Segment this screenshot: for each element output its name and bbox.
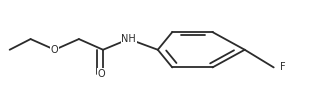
- Text: NH: NH: [121, 34, 136, 44]
- Text: O: O: [98, 69, 105, 79]
- Text: O: O: [51, 45, 59, 55]
- Text: F: F: [280, 62, 286, 72]
